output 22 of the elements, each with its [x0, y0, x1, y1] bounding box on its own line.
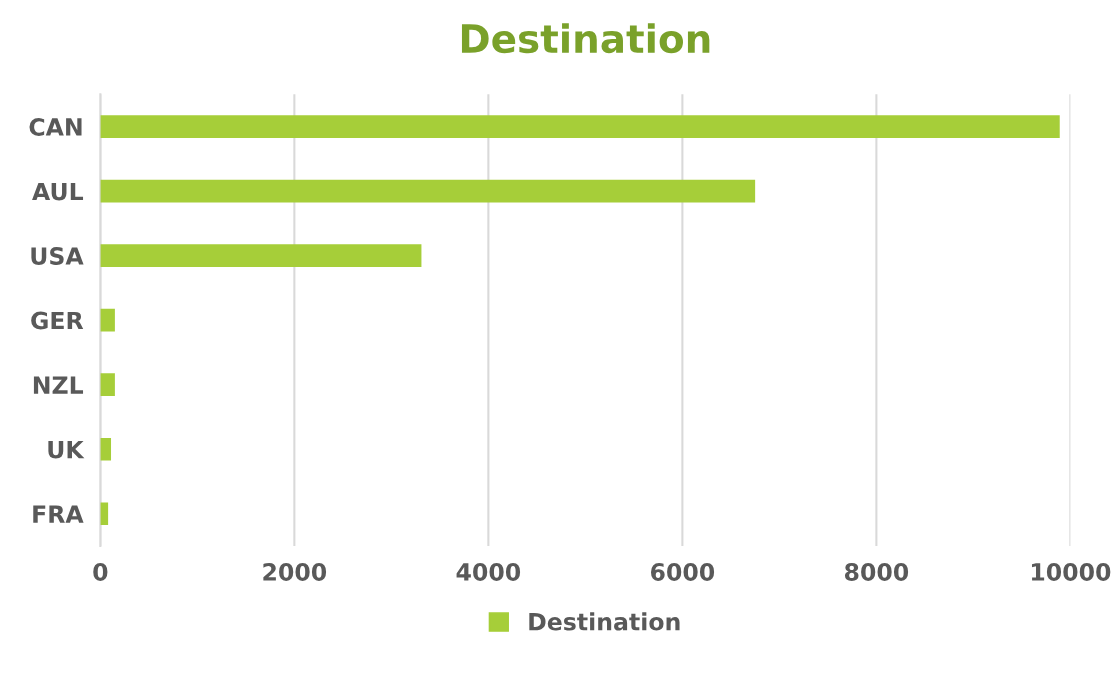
bar — [100, 115, 1060, 138]
y-tick-label: FRA — [33, 505, 84, 523]
x-tick-label: 2000 — [263, 563, 327, 581]
y-tick-label: CAN — [29, 118, 82, 136]
y-tick-label: AUL — [32, 182, 84, 201]
bar — [100, 244, 422, 267]
legend-label: Destination — [529, 612, 680, 631]
y-tick-label: UK — [48, 440, 85, 459]
x-tick-label: 6000 — [650, 563, 715, 581]
chart-title: Destination — [461, 23, 710, 54]
x-tick-label: 4000 — [456, 563, 521, 581]
bar — [100, 308, 115, 332]
bar — [100, 502, 109, 525]
bar — [100, 179, 756, 203]
bar — [100, 437, 112, 461]
x-tick-label: 8000 — [844, 563, 909, 581]
y-tick-label: USA — [31, 247, 84, 265]
y-tick-label: GER — [31, 311, 84, 330]
bar — [100, 373, 115, 396]
x-tick-label: 0 — [93, 563, 108, 581]
y-tick-label: NZL — [33, 376, 84, 394]
x-tick-label: 10000 — [1031, 563, 1111, 581]
